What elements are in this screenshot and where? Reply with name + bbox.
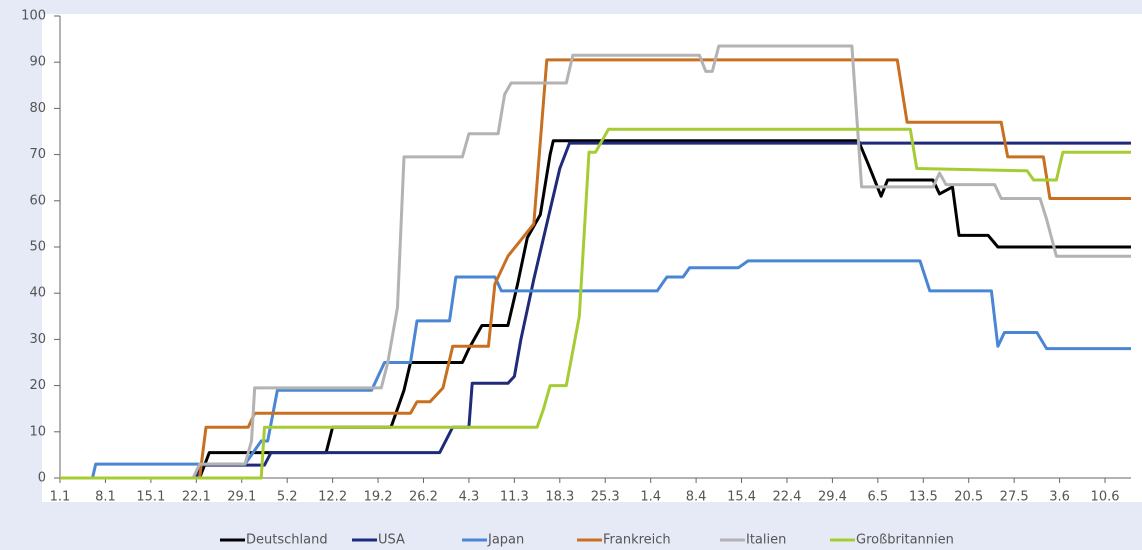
legend-label: Italien xyxy=(746,533,786,548)
x-tick-label: 27.5 xyxy=(1000,490,1029,505)
x-tick-label: 5.2 xyxy=(277,490,298,505)
x-tick-label: 6.5 xyxy=(868,490,889,505)
x-tick-label: 1.1 xyxy=(50,490,71,505)
x-tick-label: 1.4 xyxy=(640,490,661,505)
y-tick-label: 100 xyxy=(21,9,46,24)
y-tick-label: 40 xyxy=(29,286,46,301)
x-tick-label: 3.6 xyxy=(1049,490,1070,505)
legend-label: USA xyxy=(378,533,405,548)
x-tick-label: 19.2 xyxy=(364,490,393,505)
x-tick-label: 11.3 xyxy=(500,490,529,505)
plot-area xyxy=(42,14,1142,502)
y-tick-label: 20 xyxy=(29,378,46,393)
y-tick-label: 70 xyxy=(29,147,46,162)
legend-label: Großbritannien xyxy=(856,533,954,548)
x-tick-label: 4.3 xyxy=(459,490,480,505)
x-tick-label: 18.3 xyxy=(545,490,574,505)
x-tick-label: 22.4 xyxy=(773,490,802,505)
series-line xyxy=(60,44,1131,480)
series-line xyxy=(60,127,1131,480)
x-tick-label: 15.1 xyxy=(136,490,165,505)
x-tick-label: 8.1 xyxy=(95,490,116,505)
x-tick-label: 29.1 xyxy=(227,490,256,505)
y-tick-label: 50 xyxy=(29,240,46,255)
x-tick-label: 20.5 xyxy=(954,490,983,505)
x-tick-label: 25.3 xyxy=(591,490,620,505)
series-line xyxy=(60,259,1131,480)
y-tick-label: 60 xyxy=(29,193,46,208)
legend-label: Japan xyxy=(487,533,524,548)
x-tick-label: 22.1 xyxy=(182,490,211,505)
x-tick-label: 15.4 xyxy=(727,490,756,505)
x-tick-label: 10.6 xyxy=(1091,490,1120,505)
x-tick-label: 13.5 xyxy=(909,490,938,505)
x-tick-label: 29.4 xyxy=(818,490,847,505)
y-tick-label: 30 xyxy=(29,332,46,347)
y-tick-label: 80 xyxy=(29,101,46,116)
legend-label: Frankreich xyxy=(603,533,671,548)
y-tick-label: 0 xyxy=(38,471,46,486)
y-tick-label: 10 xyxy=(29,424,46,439)
x-tick-label: 12.2 xyxy=(318,490,347,505)
x-tick-label: 26.2 xyxy=(409,490,438,505)
x-tick-label: 8.4 xyxy=(686,490,707,505)
y-tick-label: 90 xyxy=(29,55,46,70)
legend-label: Deutschland xyxy=(246,533,328,548)
